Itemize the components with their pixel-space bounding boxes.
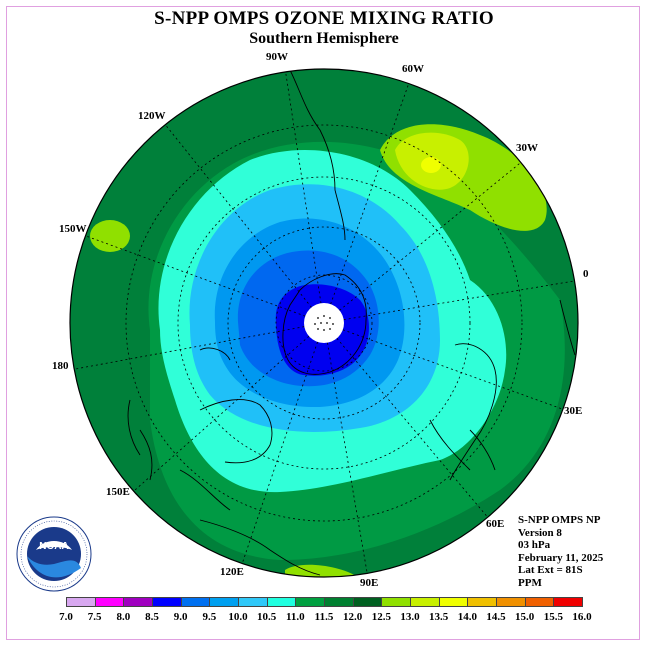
contour-spot-150w: [90, 220, 130, 252]
colorbar-tick-label: 7.5: [87, 611, 102, 623]
lon-label-90w: 90W: [266, 51, 288, 63]
lon-label-60w: 60W: [402, 63, 424, 75]
info-instrument: S-NPP OMPS NP: [518, 514, 601, 526]
colorbar-swatch: [180, 597, 211, 607]
map-subtitle: Southern Hemisphere: [249, 30, 399, 47]
colorbar-swatch: [352, 597, 383, 607]
colorbar-tick-label: 10.5: [257, 611, 277, 623]
colorbar-tick-label: 12.0: [343, 611, 363, 623]
info-units: PPM: [518, 576, 542, 589]
colorbar-swatch: [496, 597, 526, 607]
pole-dots: [314, 315, 334, 331]
contour-13.5-14: [421, 157, 441, 173]
colorbar-swatch: [324, 597, 354, 607]
colorbar-tick-label: 15.0: [515, 611, 535, 623]
colorbar-swatch: [152, 597, 182, 607]
lon-label-30e: 30E: [564, 405, 583, 417]
meridians: [70, 69, 578, 577]
info-lat-ext: Lat Ext = 81S: [518, 564, 583, 576]
colorbar-swatch: [266, 597, 297, 607]
info-block: S-NPP OMPS NP Version 8 03 hPa February …: [518, 514, 603, 589]
colorbar-tick-label: 9.5: [202, 611, 217, 623]
colorbar-swatch: [123, 597, 153, 607]
colorbar-tick-label: 11.5: [314, 611, 334, 623]
info-level: 03 hPa: [518, 539, 551, 551]
contour-spot-90e: [285, 564, 360, 577]
colorbar-swatch: [381, 597, 411, 607]
colorbar-swatch: [66, 597, 96, 607]
colorbar-tick-label: 8.0: [116, 611, 131, 623]
pole-no-data: [304, 303, 344, 343]
colorbar-tick-label: 10.0: [228, 611, 248, 623]
latitude-circles: [125, 124, 523, 522]
colorbar-swatch: [553, 597, 583, 607]
lon-label-120w: 120W: [138, 110, 166, 122]
info-version: Version 8: [518, 526, 562, 539]
colorbar-tick-label: 9.0: [173, 611, 188, 623]
colorbar-tick-label: 12.5: [371, 611, 391, 623]
lon-label-60e: 60E: [486, 518, 505, 530]
info-date: February 11, 2025: [518, 551, 604, 564]
lon-label-30w: 30W: [516, 142, 538, 154]
colorbar-tick-label: 14.0: [457, 611, 477, 623]
colorbar-tick-label: 14.5: [486, 611, 506, 623]
colorbar-tick-label: 13.0: [400, 611, 420, 623]
colorbar-swatch: [295, 597, 325, 607]
lon-label-150e: 150E: [106, 486, 130, 498]
colorbar-tick-label: 13.5: [429, 611, 449, 623]
colorbar-swatch: [238, 597, 268, 607]
figure-frame: [6, 6, 640, 640]
lon-label-150w: 150W: [59, 223, 87, 235]
coastlines: [127, 69, 576, 576]
colorbar-tick-label: 7.0: [59, 611, 73, 623]
lon-label-90e: 90E: [360, 577, 379, 589]
colorbar-swatch: [524, 597, 555, 607]
colorbar-tick-label: 8.5: [145, 611, 159, 623]
lon-label-180: 180: [52, 360, 69, 372]
lon-label-0: 0: [583, 268, 589, 280]
colorbar-swatch: [209, 597, 239, 607]
colorbar-swatch: [438, 597, 469, 607]
colorbar-tick-label: 15.5: [543, 611, 563, 623]
noaa-logo-text: NOAA: [39, 541, 68, 552]
colorbar-swatch: [467, 597, 497, 607]
map-title: S-NPP OMPS OZONE MIXING RATIO: [154, 8, 494, 29]
colorbar-swatch: [410, 597, 440, 607]
noaa-logo: NOAA: [16, 516, 92, 592]
colorbar-swatch: [94, 597, 125, 607]
lon-label-120e: 120E: [220, 566, 244, 578]
map-border: [69, 68, 579, 578]
colorbar-tick-label: 11.0: [286, 611, 305, 623]
colorbar-tick-label: 16.0: [572, 611, 592, 623]
